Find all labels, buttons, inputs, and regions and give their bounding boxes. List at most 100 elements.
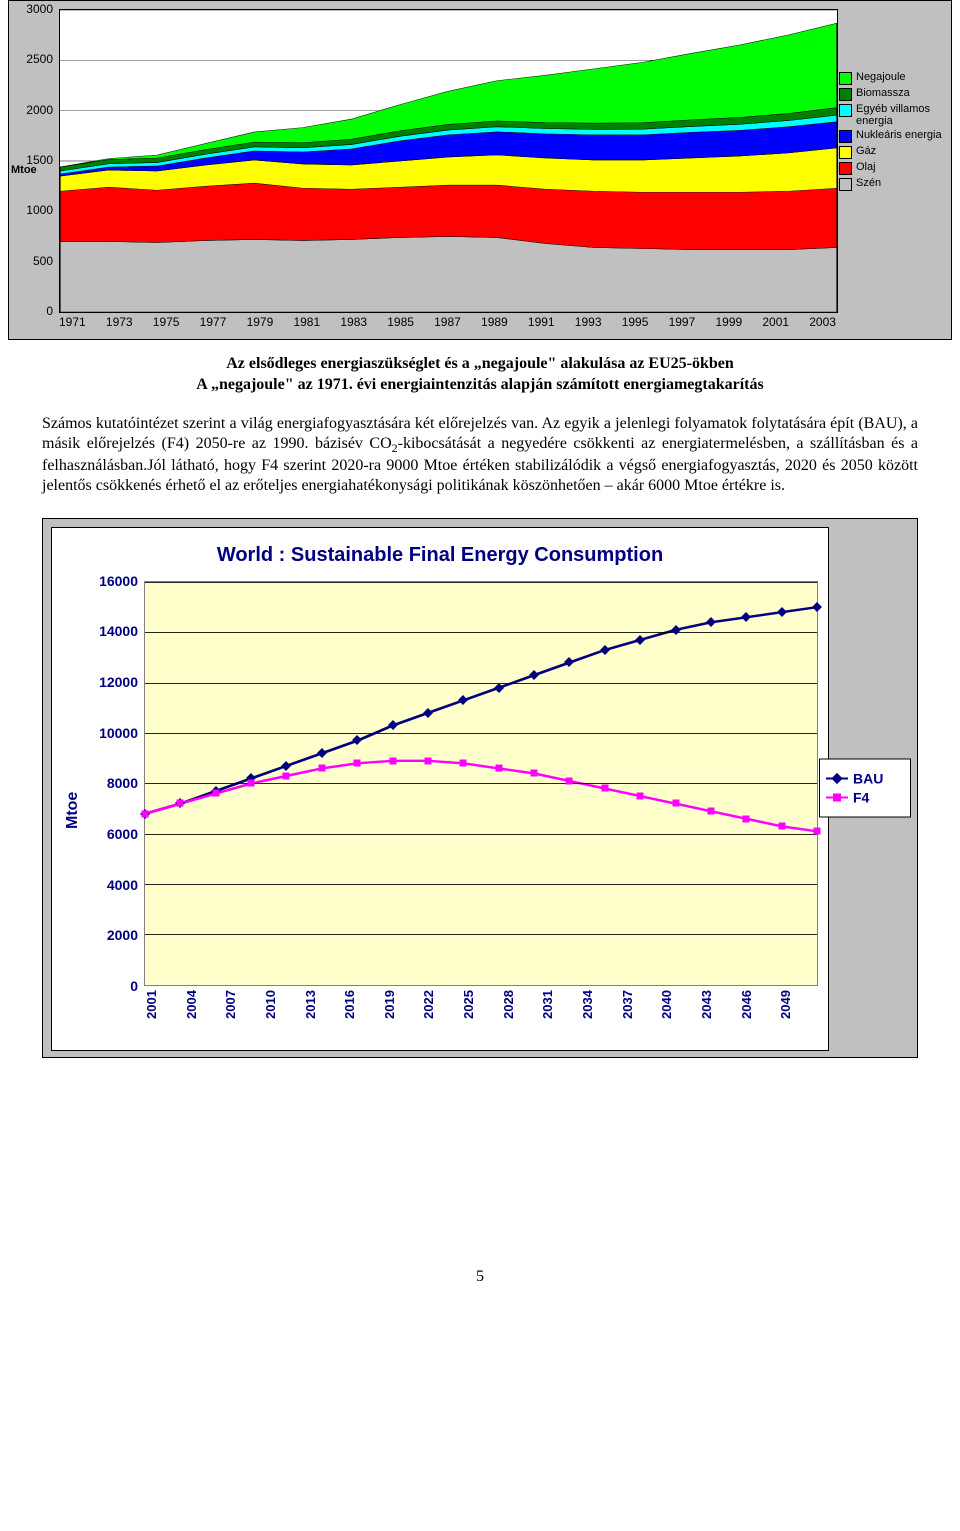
caption-line2: A „negajoule" az 1971. évi energiaintenz… <box>40 375 920 396</box>
chart2-gridline <box>145 884 817 885</box>
chart2-x-axis: 2001200420072010201320162019202220252028… <box>144 986 818 1040</box>
chart1-y-tick: 2000 <box>26 103 53 117</box>
legend-swatch <box>839 72 852 85</box>
legend-label: BAU <box>853 770 883 786</box>
chart2-marker <box>354 760 361 767</box>
chart1-x-tick: 2001 <box>762 315 789 335</box>
chart2-legend-item: BAU <box>826 770 904 786</box>
chart1-x-tick: 1975 <box>153 315 180 335</box>
body-paragraph: Számos kutatóintézet szerint a világ ene… <box>42 414 918 496</box>
chart1-y-axis: 050010001500200025003000 <box>9 9 57 311</box>
chart1-legend: Negajoule Biomassza Egyéb villamos energia… <box>839 71 949 193</box>
chart2-marker <box>424 757 431 764</box>
chart2-x-tick: 2025 <box>461 986 501 1040</box>
chart2-gridline <box>145 733 817 734</box>
chart1-x-tick: 2003 <box>809 315 836 335</box>
chart2-marker <box>318 765 325 772</box>
chart2-title: World : Sustainable Final Energy Consump… <box>52 528 828 571</box>
chart2-y-tick: 6000 <box>107 826 138 842</box>
chart1-x-tick: 1977 <box>200 315 227 335</box>
chart1-x-tick: 1973 <box>106 315 133 335</box>
chart1-plot-area <box>59 9 838 313</box>
chart2-gridline <box>145 934 817 935</box>
chart1-legend-item: Biomassza <box>839 87 949 101</box>
chart1-x-tick: 1989 <box>481 315 508 335</box>
chart1-legend-item: Olaj <box>839 161 949 175</box>
chart2-marker <box>743 815 750 822</box>
chart1-legend-item: Negajoule <box>839 71 949 85</box>
chart1-y-tick: 3000 <box>26 2 53 16</box>
chart1-x-tick: 1971 <box>59 315 86 335</box>
chart2-gridline <box>145 582 817 583</box>
chart1-x-tick: 1979 <box>247 315 274 335</box>
chart2-marker <box>637 792 644 799</box>
chart-primary-energy-negajoule: Mtoe 050010001500200025003000 1971197319… <box>8 0 952 340</box>
chart2-x-tick: 2013 <box>303 986 343 1040</box>
chart2-legend: BAU F4 <box>819 758 911 817</box>
chart2-gridline <box>145 834 817 835</box>
chart2-x-tick: 2028 <box>501 986 541 1040</box>
chart2-ylabel: Mtoe <box>62 581 90 1040</box>
chart2-marker <box>212 790 219 797</box>
chart2-marker <box>601 785 608 792</box>
chart2-x-tick: 2043 <box>699 986 739 1040</box>
chart2-marker <box>707 807 714 814</box>
chart1-legend-item: Szén <box>839 177 949 191</box>
chart2-x-tick: 2031 <box>540 986 580 1040</box>
legend-swatch <box>839 146 852 159</box>
chart2-gridline <box>145 783 817 784</box>
chart2-x-tick: 2046 <box>739 986 779 1040</box>
chart1-x-tick: 1987 <box>434 315 461 335</box>
chart2-y-tick: 0 <box>130 978 138 994</box>
legend-label: Egyéb villamos energia <box>856 103 949 127</box>
legend-swatch <box>839 130 852 143</box>
legend-label: Negajoule <box>856 71 906 83</box>
chart2-x-tick: 2040 <box>659 986 699 1040</box>
legend-line <box>826 796 848 798</box>
legend-label: Gáz <box>856 145 876 157</box>
chart1-legend-item: Nukleáris energia <box>839 129 949 143</box>
chart1-legend-item: Gáz <box>839 145 949 159</box>
chart2-x-tick: 2007 <box>223 986 263 1040</box>
chart1-x-tick: 1991 <box>528 315 555 335</box>
chart1-x-tick: 1993 <box>575 315 602 335</box>
chart2-marker <box>389 757 396 764</box>
chart2-marker <box>142 810 149 817</box>
chart1-x-tick: 1999 <box>715 315 742 335</box>
chart2-y-tick: 12000 <box>99 674 138 690</box>
legend-swatch <box>839 162 852 175</box>
chart1-x-tick: 1997 <box>669 315 696 335</box>
chart2-gridline <box>145 683 817 684</box>
caption-line1: Az elsődleges energiaszükséglet és a „ne… <box>40 354 920 375</box>
chart2-x-tick: 2019 <box>382 986 422 1040</box>
legend-label: Olaj <box>856 161 876 173</box>
legend-swatch <box>839 88 852 101</box>
chart2-x-tick: 2001 <box>144 986 184 1040</box>
legend-swatch <box>839 104 852 117</box>
chart1-x-tick: 1995 <box>622 315 649 335</box>
chart1-x-tick: 1981 <box>293 315 320 335</box>
chart2-x-tick: 2010 <box>263 986 303 1040</box>
chart1-x-tick: 1983 <box>340 315 367 335</box>
chart2-marker <box>566 777 573 784</box>
chart2-marker <box>672 800 679 807</box>
chart2-marker <box>814 828 821 835</box>
chart2-marker <box>460 760 467 767</box>
chart2-y-tick: 8000 <box>107 775 138 791</box>
chart1-caption: Az elsődleges energiaszükséglet és a „ne… <box>40 354 920 396</box>
chart1-x-axis: 1971 1973 1975 1977 1979 1981 1983 1985 1987 1989… <box>59 315 836 335</box>
chart1-x-tick: 1985 <box>387 315 414 335</box>
legend-label: Szén <box>856 177 881 189</box>
legend-label: F4 <box>853 789 869 805</box>
chart2-x-tick: 2004 <box>184 986 224 1040</box>
legend-swatch <box>839 178 852 191</box>
legend-label: Biomassza <box>856 87 910 99</box>
chart2-y-tick: 10000 <box>99 725 138 741</box>
chart1-legend-item: Egyéb villamos energia <box>839 103 949 127</box>
chart1-y-tick: 500 <box>33 254 53 268</box>
chart2-legend-item: F4 <box>826 789 904 805</box>
chart2-marker <box>778 823 785 830</box>
chart2-y-axis: 0200040006000800010000120001400016000 <box>90 581 144 986</box>
chart2-x-tick: 2049 <box>778 986 818 1040</box>
chart2-gridline <box>145 632 817 633</box>
